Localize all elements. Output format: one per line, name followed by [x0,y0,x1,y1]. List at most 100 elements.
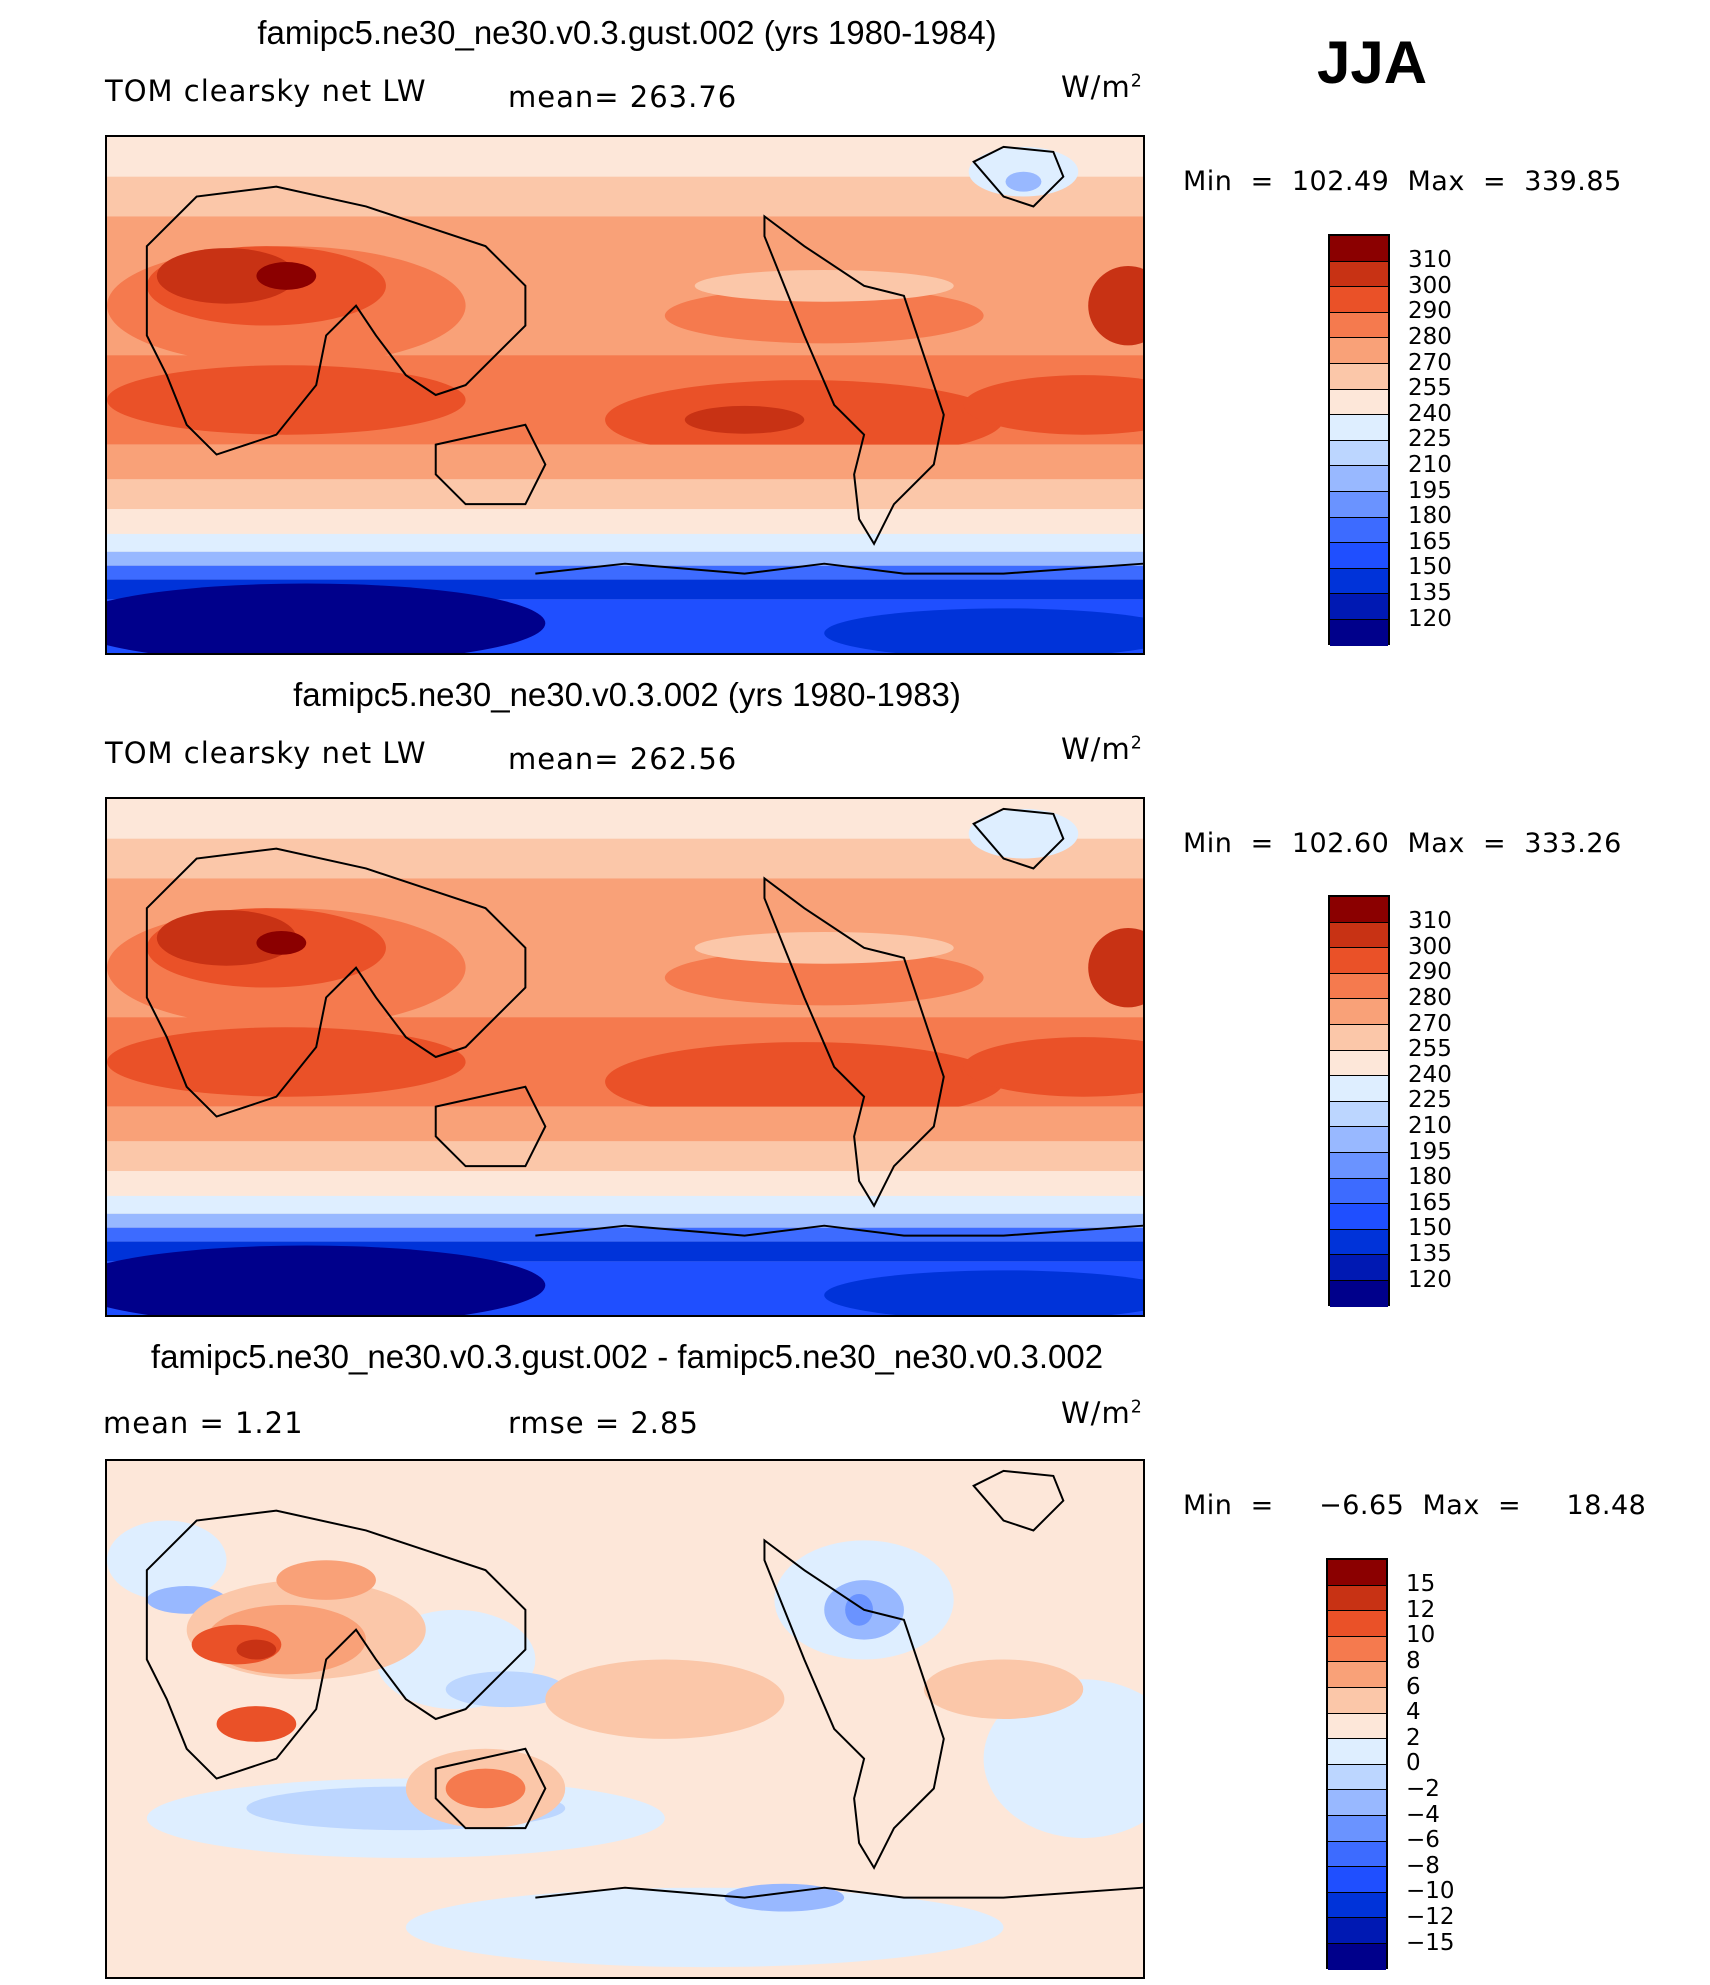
colorbar-swatch [1330,312,1388,339]
panel3-colorbar [1326,1558,1388,1970]
panel3-colorbar-tick: 0 [1406,1750,1421,1776]
colorbar-swatch [1330,389,1388,416]
panel3-colorbar-tick: 6 [1406,1674,1421,1700]
panel3-units: W/m2 [1061,1396,1143,1430]
panel1-colorbar-tick: 280 [1408,324,1452,350]
panel2-colorbar-tick: 310 [1408,908,1452,934]
colorbar-swatch [1330,338,1388,364]
colorbar-swatch [1330,543,1388,569]
colorbar-swatch [1330,1024,1388,1051]
panel1-variable-label: TOM clearsky net LW [105,74,427,108]
panel3-title: famipc5.ne30_ne30.v0.3.gust.002 - famipc… [150,1338,1104,1375]
colorbar-swatch [1328,1739,1386,1765]
colorbar-swatch [1328,1841,1386,1868]
colorbar-swatch [1330,1152,1388,1179]
panel1-colorbar-tick: 180 [1408,503,1452,529]
panel2-colorbar-tick: 300 [1408,934,1452,960]
panel1-colorbar-tick: 310 [1408,247,1452,273]
colorbar-swatch [1330,517,1388,544]
panel2-colorbar-tick: 255 [1408,1036,1452,1062]
colorbar-swatch [1328,1943,1386,1970]
colorbar-swatch [1328,1611,1386,1637]
colorbar-swatch [1328,1815,1386,1842]
colorbar-swatch [1330,999,1388,1025]
panel2-colorbar-tick: 280 [1408,985,1452,1011]
panel1-colorbar-tick: 120 [1408,606,1452,632]
panel1-units: W/m2 [1061,70,1143,104]
colorbar-swatch [1328,1764,1386,1791]
panel2-colorbar-tick: 290 [1408,959,1452,985]
colorbar-swatch [1328,1867,1386,1893]
colorbar-swatch [1330,440,1388,467]
panel1-colorbar-tick: 195 [1408,478,1452,504]
colorbar-swatch [1330,1178,1388,1205]
colorbar-swatch [1328,1790,1386,1816]
panel1-colorbar-tick: 270 [1408,350,1452,376]
panel3-colorbar-tick: −8 [1406,1853,1440,1879]
colorbar-swatch [1330,922,1388,949]
colorbar-swatch [1330,1076,1388,1102]
colorbar-swatch [1328,1560,1386,1586]
colorbar-swatch [1330,261,1388,288]
panel3-contour-plot [107,1461,1143,1977]
colorbar-swatch [1330,619,1388,646]
colorbar-swatch [1328,1687,1386,1714]
panel1-colorbar-tick: 255 [1408,375,1452,401]
colorbar-swatch [1330,466,1388,492]
colorbar-swatch [1330,594,1388,620]
panel3-mean-label: mean = 1.21 [103,1406,304,1440]
colorbar-swatch [1328,1713,1386,1740]
panel1-colorbar-tick: 240 [1408,401,1452,427]
colorbar-swatch [1330,1280,1388,1307]
season-label: JJA [1317,29,1428,96]
panel3-colorbar-tick: 10 [1406,1622,1436,1648]
colorbar-swatch [1330,287,1388,313]
panel3-colorbar-tick: 15 [1406,1571,1436,1597]
panel3-colorbar-tick: −6 [1406,1827,1440,1853]
colorbar-swatch [1330,973,1388,1000]
colorbar-swatch [1330,1101,1388,1128]
panel2-map [105,797,1145,1317]
panel2-colorbar-tick: 120 [1408,1267,1452,1293]
panel1-colorbar-tick: 150 [1408,554,1452,580]
panel1-map [105,135,1145,655]
panel1-title: famipc5.ne30_ne30.v0.3.gust.002 (yrs 198… [257,14,997,51]
panel1-colorbar-tick: 225 [1408,426,1452,452]
panel3-colorbar-tick: −10 [1406,1878,1455,1904]
panel2-mean-label: mean= 262.56 [508,742,738,776]
panel2-variable-label: TOM clearsky net LW [105,736,427,770]
panel1-colorbar-tick: 290 [1408,298,1452,324]
panel2-units: W/m2 [1061,732,1143,766]
colorbar-swatch [1330,948,1388,974]
panel2-colorbar-tick: 195 [1408,1139,1452,1165]
panel2-colorbar-tick: 150 [1408,1215,1452,1241]
colorbar-swatch [1330,1127,1388,1153]
panel2-colorbar [1328,895,1390,1307]
panel3-map [105,1459,1145,1979]
panel1-contour-plot [107,137,1143,653]
colorbar-swatch [1330,363,1388,390]
panel3-colorbar-tick: 8 [1406,1648,1421,1674]
colorbar-swatch [1330,415,1388,441]
colorbar-swatch [1328,1636,1386,1663]
panel2-colorbar-tick: 135 [1408,1241,1452,1267]
colorbar-swatch [1328,1662,1386,1688]
colorbar-swatch [1330,1050,1388,1077]
panel3-colorbar-tick: −12 [1406,1904,1455,1930]
panel3-colorbar-tick: 4 [1406,1699,1421,1725]
colorbar-swatch [1328,1585,1386,1612]
panel3-colorbar-tick: −4 [1406,1802,1440,1828]
colorbar-swatch [1330,236,1388,262]
panel2-min-max: Min = 102.60 Max = 333.26 [1183,828,1622,859]
panel1-colorbar [1328,234,1390,646]
panel2-contour-plot [107,799,1143,1315]
panel2-colorbar-tick: 210 [1408,1113,1452,1139]
panel2-colorbar-tick: 165 [1408,1190,1452,1216]
panel1-colorbar-tick: 135 [1408,580,1452,606]
panel3-colorbar-tick: −15 [1406,1930,1455,1956]
panel3-colorbar-tick: −2 [1406,1776,1440,1802]
colorbar-swatch [1330,1255,1388,1281]
colorbar-swatch [1330,897,1388,923]
panel3-rmse-label: rmse = 2.85 [508,1406,699,1440]
colorbar-swatch [1328,1918,1386,1944]
